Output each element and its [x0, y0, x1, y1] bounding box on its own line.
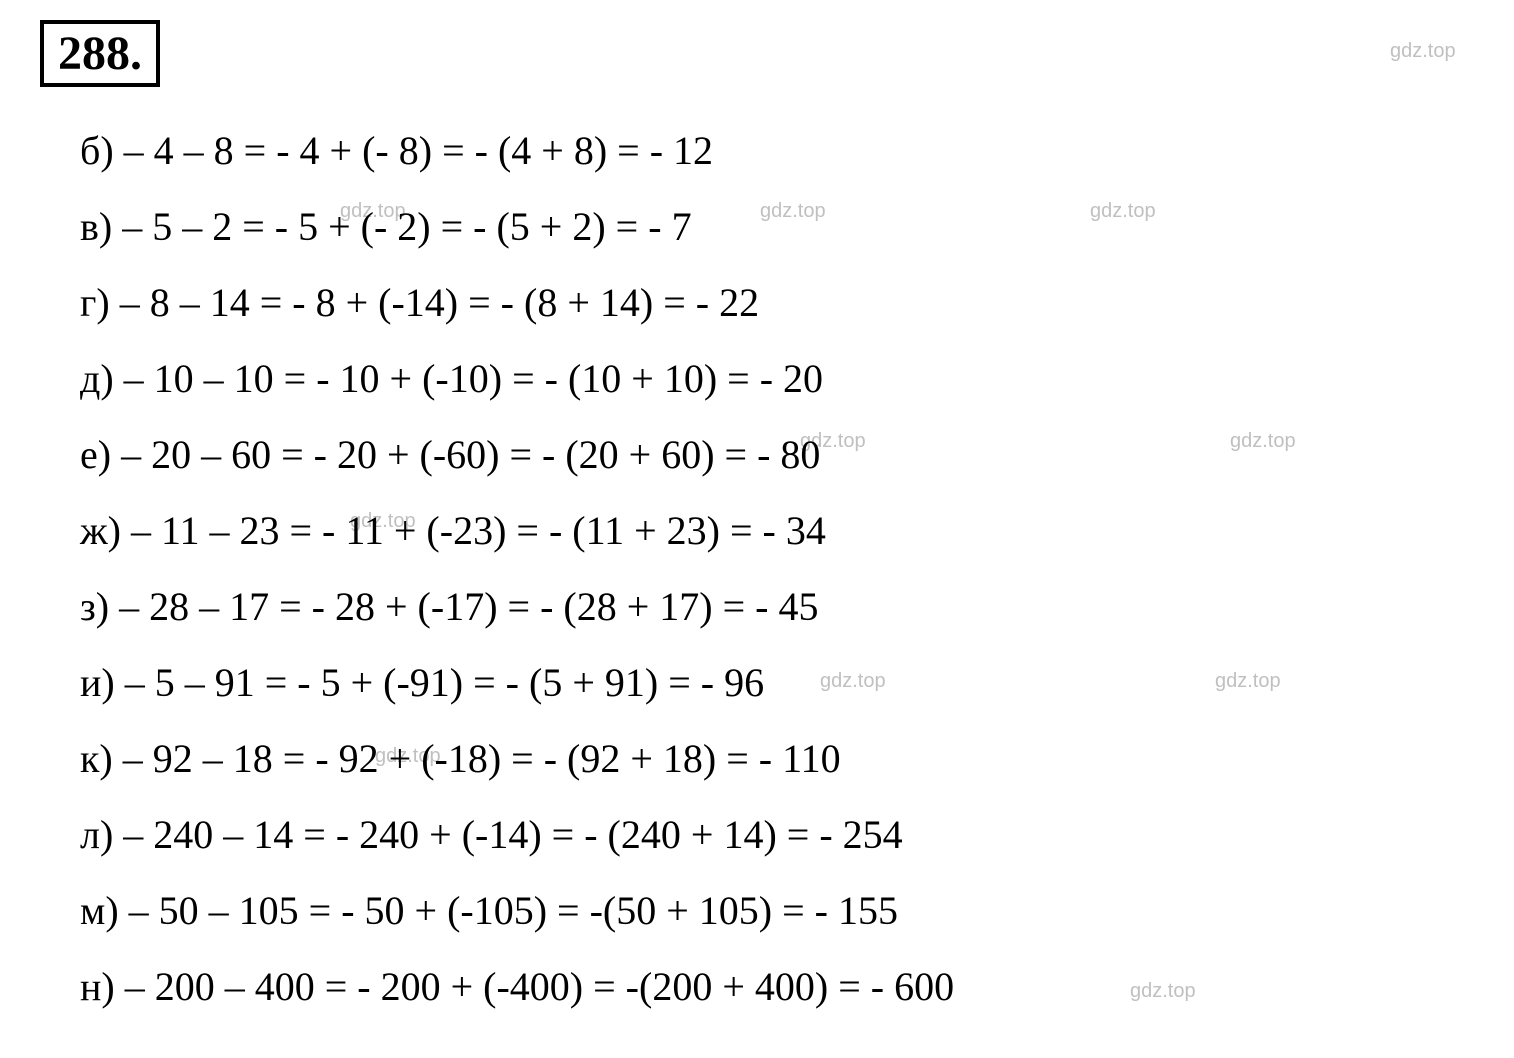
equations-list: б) – 4 – 8 = - 4 + (- 8) = - (4 + 8) = -… — [40, 119, 1474, 1019]
watermark-text: gdz.top — [1390, 40, 1456, 63]
problem-number-text: 288. — [58, 27, 142, 80]
equation-line: з) – 28 – 17 = - 28 + (-17) = - (28 + 17… — [80, 575, 1474, 639]
problem-number-box: 288. — [40, 20, 160, 87]
equation-line: ж) – 11 – 23 = - 11 + (-23) = - (11 + 23… — [80, 499, 1474, 563]
equation-line: л) – 240 – 14 = - 240 + (-14) = - (240 +… — [80, 803, 1474, 867]
equation-line: е) – 20 – 60 = - 20 + (-60) = - (20 + 60… — [80, 423, 1474, 487]
document-content: gdz.topgdz.topgdz.topgdz.topgdz.topgdz.t… — [40, 20, 1474, 1019]
equation-line: в) – 5 – 2 = - 5 + (- 2) = - (5 + 2) = -… — [80, 195, 1474, 259]
equation-line: г) – 8 – 14 = - 8 + (-14) = - (8 + 14) =… — [80, 271, 1474, 335]
equation-line: к) – 92 – 18 = - 92 + (-18) = - (92 + 18… — [80, 727, 1474, 791]
equation-line: и) – 5 – 91 = - 5 + (-91) = - (5 + 91) =… — [80, 651, 1474, 715]
equation-line: д) – 10 – 10 = - 10 + (-10) = - (10 + 10… — [80, 347, 1474, 411]
equation-line: б) – 4 – 8 = - 4 + (- 8) = - (4 + 8) = -… — [80, 119, 1474, 183]
equation-line: н) – 200 – 400 = - 200 + (-400) = -(200 … — [80, 955, 1474, 1019]
equation-line: м) – 50 – 105 = - 50 + (-105) = -(50 + 1… — [80, 879, 1474, 943]
